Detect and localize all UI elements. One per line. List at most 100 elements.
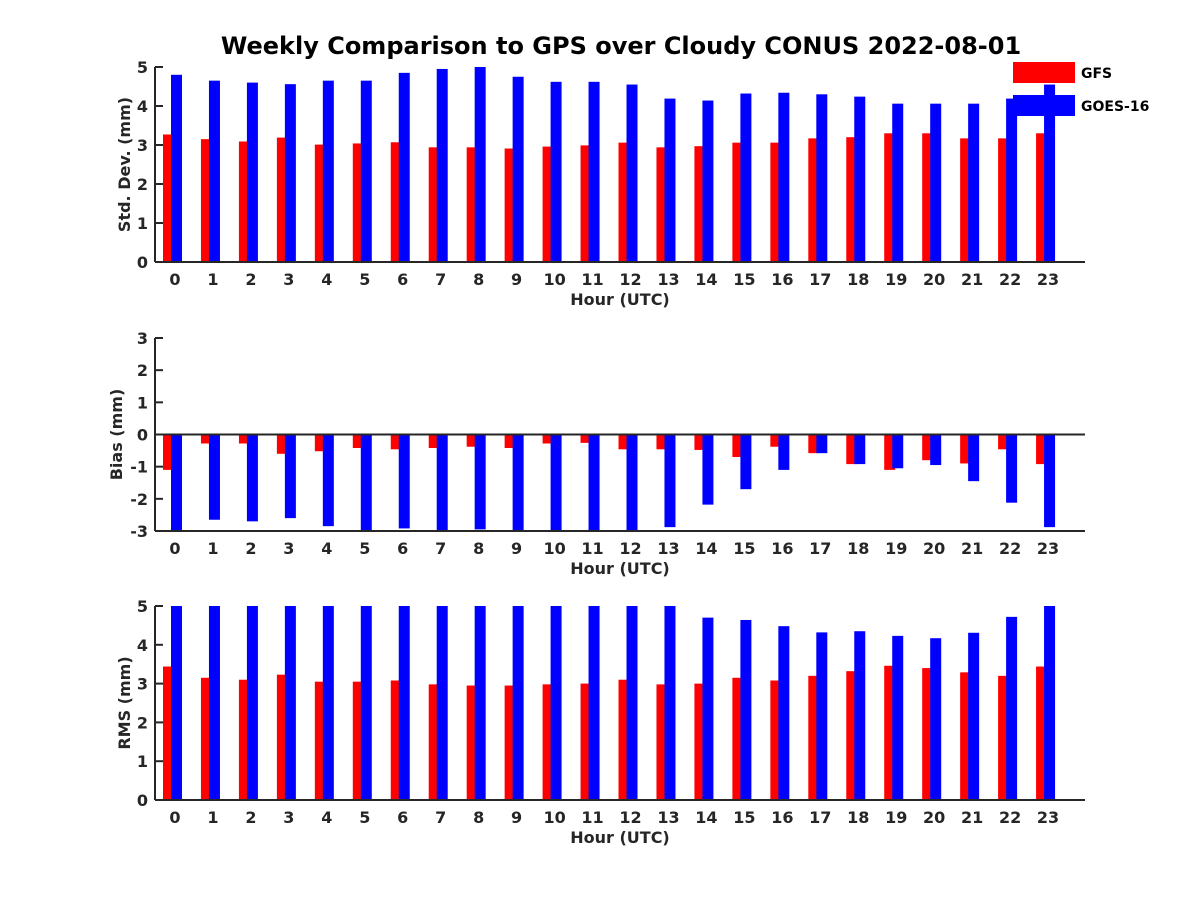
- x-tick-label: 19: [885, 539, 907, 558]
- x-tick-label: 16: [771, 539, 793, 558]
- bar-gfs-hour-11: [580, 434, 592, 443]
- bar-gfs-hour-7: [428, 147, 440, 262]
- bar-goes-16-hour-18: [854, 434, 866, 465]
- bar-goes-16-hour-19: [892, 635, 904, 800]
- x-tick-label: 21: [961, 539, 983, 558]
- y-axis-label: Bias (mm): [107, 389, 126, 481]
- x-tick-label: 15: [733, 539, 755, 558]
- x-tick-label: 3: [283, 539, 294, 558]
- bar-goes-16-hour-2: [246, 434, 258, 522]
- y-tick-label: -3: [130, 522, 148, 541]
- x-tick-label: 0: [169, 270, 180, 289]
- bar-gfs-hour-4: [314, 144, 326, 262]
- x-tick-label: 10: [543, 270, 565, 289]
- bar-goes-16-hour-17: [816, 94, 828, 262]
- bar-gfs-hour-13: [656, 434, 668, 450]
- y-tick-label: 1: [137, 752, 148, 771]
- x-tick-label: 8: [473, 539, 484, 558]
- bar-goes-16-hour-5: [360, 434, 372, 531]
- bar-gfs-hour-2: [238, 679, 250, 800]
- x-axis-label: Hour (UTC): [570, 559, 670, 578]
- bar-gfs-hour-3: [276, 434, 288, 454]
- bar-goes-16-hour-19: [892, 434, 904, 469]
- x-tick-label: 16: [771, 808, 793, 827]
- bar-gfs-hour-6: [390, 142, 402, 262]
- bar-gfs-hour-18: [846, 671, 858, 800]
- bar-gfs-hour-19: [884, 434, 896, 470]
- bar-goes-16-hour-23: [1044, 606, 1056, 800]
- y-tick-label: 5: [137, 597, 148, 616]
- bar-gfs-hour-6: [390, 434, 402, 450]
- y-tick-label: 2: [137, 175, 148, 194]
- x-tick-label: 10: [543, 539, 565, 558]
- x-tick-label: 14: [695, 539, 717, 558]
- bar-gfs-hour-1: [200, 139, 212, 262]
- bar-gfs-hour-19: [884, 133, 896, 262]
- bar-gfs-hour-22: [998, 138, 1010, 262]
- x-tick-label: 11: [581, 539, 603, 558]
- x-tick-label: 12: [619, 808, 641, 827]
- x-tick-label: 8: [473, 808, 484, 827]
- bar-gfs-hour-11: [580, 683, 592, 800]
- bar-gfs-hour-17: [808, 138, 820, 262]
- bar-goes-16-hour-13: [664, 98, 676, 262]
- x-tick-label: 19: [885, 808, 907, 827]
- bar-goes-16-hour-6: [398, 606, 410, 800]
- x-tick-label: 1: [207, 270, 218, 289]
- bar-gfs-hour-18: [846, 434, 858, 465]
- x-tick-label: 3: [283, 808, 294, 827]
- y-tick-label: 4: [137, 97, 148, 116]
- y-tick-label: 3: [137, 136, 148, 155]
- y-tick-label: 1: [137, 393, 148, 412]
- x-tick-label: 9: [511, 539, 522, 558]
- bar-gfs-hour-22: [998, 675, 1010, 800]
- x-tick-label: 18: [847, 539, 869, 558]
- bar-goes-16-hour-10: [550, 434, 562, 531]
- bar-goes-16-hour-10: [550, 606, 562, 800]
- bar-goes-16-hour-11: [588, 81, 600, 262]
- bar-gfs-hour-6: [390, 680, 402, 800]
- bar-goes-16-hour-12: [626, 606, 638, 800]
- bar-goes-16-hour-1: [208, 606, 220, 800]
- bar-goes-16-hour-15: [740, 93, 752, 263]
- y-tick-label: 4: [137, 636, 148, 655]
- bar-gfs-hour-9: [504, 148, 516, 262]
- bar-goes-16-hour-10: [550, 81, 562, 262]
- bar-goes-16-hour-6: [398, 434, 410, 529]
- x-tick-label: 4: [321, 808, 332, 827]
- bar-gfs-hour-16: [770, 142, 782, 262]
- legend-label: GOES-16: [1081, 99, 1149, 115]
- bar-goes-16-hour-15: [740, 434, 752, 490]
- bar-gfs-hour-13: [656, 684, 668, 800]
- x-tick-label: 2: [245, 808, 256, 827]
- x-tick-label: 13: [657, 270, 679, 289]
- bar-gfs-hour-8: [466, 434, 478, 447]
- x-tick-label: 22: [999, 539, 1021, 558]
- bar-goes-16-hour-7: [436, 434, 448, 531]
- bar-goes-16-hour-6: [398, 72, 410, 262]
- bar-gfs-hour-12: [618, 434, 630, 450]
- y-tick-label: 1: [137, 214, 148, 233]
- bar-goes-16-hour-7: [436, 68, 448, 262]
- bar-gfs-hour-15: [732, 142, 744, 262]
- legend-swatch-goes-16: [1013, 95, 1075, 116]
- x-tick-label: 5: [359, 539, 370, 558]
- bar-goes-16-hour-4: [322, 434, 334, 527]
- bar-goes-16-hour-15: [740, 619, 752, 800]
- x-tick-label: 17: [809, 539, 831, 558]
- bar-goes-16-hour-20: [930, 103, 942, 262]
- bar-goes-16-hour-23: [1044, 434, 1056, 528]
- bar-goes-16-hour-22: [1006, 434, 1018, 503]
- y-tick-label: 0: [137, 791, 148, 810]
- bar-goes-16-hour-11: [588, 434, 600, 531]
- bar-goes-16-hour-4: [322, 606, 334, 800]
- bar-gfs-hour-5: [352, 143, 364, 262]
- bar-gfs-hour-12: [618, 679, 630, 800]
- bar-goes-16-hour-14: [702, 434, 714, 505]
- bar-goes-16-hour-18: [854, 96, 866, 262]
- bar-gfs-hour-16: [770, 680, 782, 800]
- bar-goes-16-hour-16: [778, 92, 790, 263]
- y-tick-label: -1: [130, 458, 148, 477]
- bar-gfs-hour-20: [922, 133, 934, 262]
